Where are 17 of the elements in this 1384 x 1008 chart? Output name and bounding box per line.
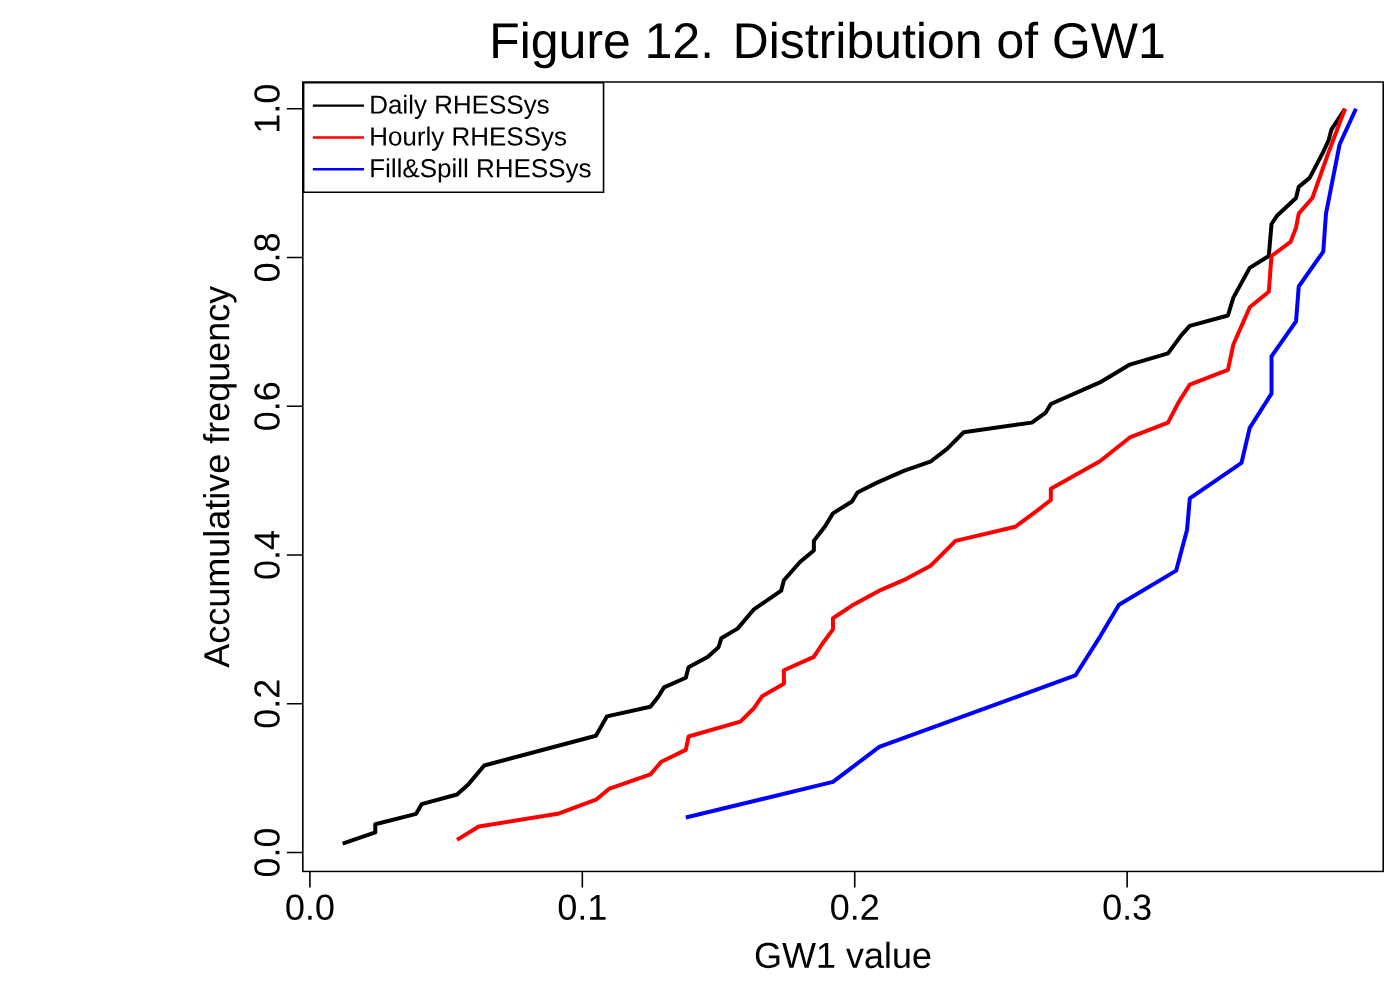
x-tick-label: 0.3 xyxy=(1103,894,1151,920)
legend-label: Daily RHESSys xyxy=(371,94,549,119)
y-tick-label: 0.6 xyxy=(254,382,280,430)
y-axis-title: Accumulative frequency xyxy=(203,285,237,668)
y-tick-label: 0.2 xyxy=(254,680,280,728)
y-tick-label: 1.0 xyxy=(254,84,280,131)
y-tick-label: 0.8 xyxy=(254,233,280,281)
legend-label: Fill&Spill RHESSys xyxy=(371,158,591,183)
x-tick-label: 0.2 xyxy=(831,894,878,920)
x-tick-label: 0.1 xyxy=(558,894,606,920)
y-tick-label: 0.4 xyxy=(254,530,280,579)
x-tick-label: 0.0 xyxy=(286,894,334,920)
chart-title: Figure 12. Distribution of GW1 xyxy=(493,21,1164,69)
line-series xyxy=(683,106,1358,820)
y-tick-label: 0.0 xyxy=(254,828,280,876)
x-axis-title: GW1 value xyxy=(755,941,931,968)
legend-label: Hourly RHESSys xyxy=(371,126,567,151)
